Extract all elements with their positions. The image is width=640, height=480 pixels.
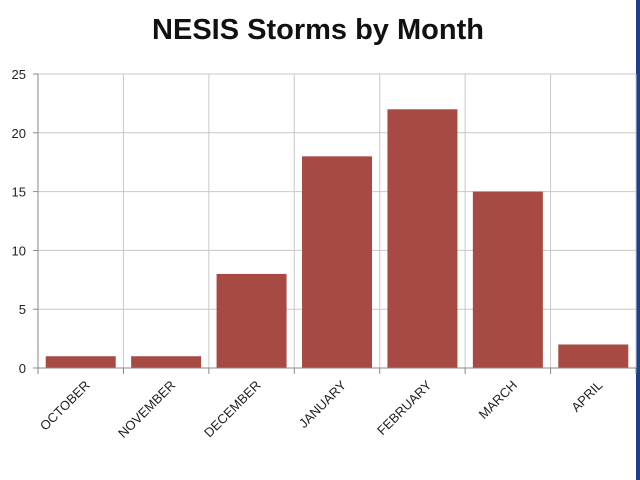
x-tick-label: OCTOBER bbox=[37, 378, 93, 434]
x-tick-label: JANUARY bbox=[296, 377, 350, 431]
bar-april bbox=[558, 344, 629, 368]
bar-january bbox=[302, 156, 372, 368]
y-tick-label: 20 bbox=[12, 126, 26, 141]
y-tick-label: 5 bbox=[19, 302, 26, 317]
y-tick-labels: 0 5 10 15 20 25 bbox=[12, 67, 26, 376]
axes bbox=[33, 73, 637, 374]
y-tick-label: 25 bbox=[12, 67, 26, 82]
y-tick-label: 10 bbox=[12, 243, 26, 258]
bar-february bbox=[387, 109, 458, 368]
bar-november bbox=[131, 356, 202, 368]
x-tick-label: MARCH bbox=[476, 378, 520, 422]
bar-march bbox=[472, 191, 543, 368]
bar-december bbox=[216, 273, 287, 368]
x-tick-label: NOVEMBER bbox=[115, 378, 178, 441]
y-tick-label: 0 bbox=[19, 361, 26, 376]
y-tick-label: 15 bbox=[12, 185, 26, 200]
x-tick-label: DECEMBER bbox=[201, 378, 264, 441]
chart-title: NESIS Storms by Month bbox=[152, 14, 484, 46]
x-tick-label: APRIL bbox=[568, 378, 605, 415]
bars bbox=[45, 109, 629, 368]
right-edge-border bbox=[636, 0, 640, 480]
bar-october bbox=[45, 356, 116, 368]
x-tick-labels: OCTOBER NOVEMBER DECEMBER JANUARY FEBRUARY MA… bbox=[37, 377, 605, 440]
x-tick-label: FEBRUARY bbox=[374, 377, 435, 438]
